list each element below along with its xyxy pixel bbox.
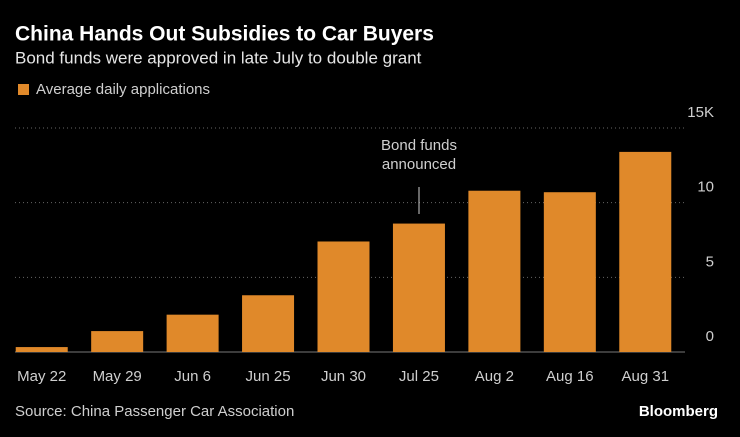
y-tick-label: 0 [706,328,714,345]
x-tick-label: Aug 16 [546,368,594,385]
legend-label: Average daily applications [36,81,210,98]
chart-subtitle: Bond funds were approved in late July to… [15,48,422,67]
bar [242,295,295,352]
x-tick-label: Jun 30 [321,368,366,385]
bar [317,241,370,352]
bar [468,190,521,352]
x-tick-label: Jul 25 [399,368,439,385]
y-tick-label: 15K [687,104,714,121]
bar [543,192,596,352]
annotation: announced [382,156,456,173]
x-tick-label: Jun 6 [174,368,211,385]
y-tick-label: 5 [706,253,714,270]
brand: Bloomberg [639,403,718,420]
x-tick-label: Jun 25 [246,368,291,385]
bar [15,347,68,352]
x-tick-label: Aug 2 [475,368,514,385]
bar [166,314,219,352]
x-tick-label: Aug 31 [622,368,670,385]
bar [392,223,445,352]
x-tick-label: May 22 [17,368,66,385]
x-tick-label: May 29 [93,368,142,385]
legend-swatch [18,84,29,95]
bar [619,151,672,352]
y-tick-label: 10 [697,179,714,196]
bar [91,331,144,352]
annotation: Bond funds [381,137,457,154]
source: Source: China Passenger Car Association [15,403,294,420]
chart-title: China Hands Out Subsidies to Car Buyers [15,23,434,46]
